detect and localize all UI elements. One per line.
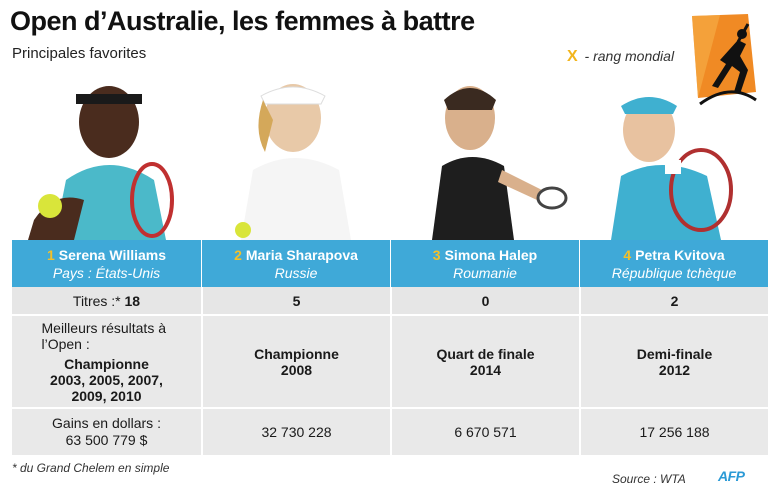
- row-divider: [12, 314, 768, 316]
- money-label: Gains en dollars :: [52, 415, 161, 431]
- player-header-4: 4 Petra Kvitova République tchèque: [579, 240, 768, 287]
- player-name: Petra Kvitova: [635, 246, 725, 263]
- rank-legend: X - rang mondial: [567, 48, 674, 66]
- footnote: * du Grand Chelem en simple: [12, 461, 170, 475]
- player-rank: 2: [234, 246, 242, 263]
- legend-symbol: X: [567, 48, 578, 65]
- player-country: République tchèque: [611, 264, 737, 281]
- player-photo-1: [28, 86, 174, 240]
- prize-money-cell-1: Gains en dollars : 63 500 779 $: [12, 409, 201, 455]
- best-result: Demi-finale: [636, 345, 713, 362]
- best-results-row: Meilleurs résultats à l’Open : Championn…: [12, 316, 768, 407]
- titles-value: 0: [390, 287, 579, 314]
- titles-label: Titres :*: [72, 292, 121, 309]
- titles-value: 2: [579, 287, 768, 314]
- best-result-cell-4: Demi-finale 2012: [579, 316, 768, 407]
- prize-money-value: 63 500 779 $: [65, 432, 148, 448]
- player-header-1: 1 Serena Williams Pays : États-Unis: [12, 240, 201, 287]
- player-name: Simona Halep: [444, 246, 538, 263]
- best-result: Quart de finale: [436, 345, 535, 362]
- player-photo-2: [235, 84, 351, 240]
- player-rank: 4: [623, 246, 632, 263]
- australian-open-logo: [692, 14, 757, 106]
- best-years: 2014: [469, 361, 502, 378]
- best-result-cell-2: Championne 2008: [201, 316, 390, 407]
- best-years: 2012: [658, 361, 691, 378]
- titles-value: 18: [124, 292, 141, 309]
- best-result-cell-1: Meilleurs résultats à l’Open : Championn…: [12, 316, 201, 407]
- titles-row: Titres :* 18 5 0 2: [12, 287, 768, 314]
- best-label: Meilleurs résultats à l’Open :: [41, 319, 167, 352]
- player-photo-4: [611, 97, 733, 240]
- page-title: Open d’Australie, les femmes à battre: [10, 6, 475, 36]
- best-result: Championne: [254, 345, 339, 362]
- legend-text: - rang mondial: [580, 48, 675, 64]
- player-name: Maria Sharapova: [245, 246, 358, 263]
- player-photos: [12, 70, 768, 240]
- source-credit: Source : WTA: [612, 472, 686, 486]
- page-subtitle: Principales favorites: [12, 45, 147, 62]
- prize-money-value: 17 256 188: [579, 409, 768, 455]
- player-header-3: 3 Simona Halep Roumanie: [390, 240, 579, 287]
- row-divider: [12, 407, 768, 409]
- prize-money-value: 6 670 571: [390, 409, 579, 455]
- best-years: 2003, 2005, 2007, 2009, 2010: [50, 371, 163, 404]
- player-country: Pays : États-Unis: [52, 264, 161, 281]
- best-result-cell-3: Quart de finale 2014: [390, 316, 579, 407]
- best-result: Championne: [64, 355, 149, 372]
- player-header-2: 2 Maria Sharapova Russie: [201, 240, 390, 287]
- best-years: 2008: [280, 361, 313, 378]
- titles-cell-1: Titres :* 18: [12, 287, 201, 314]
- players-header-row: 1 Serena Williams Pays : États-Unis 2 Mari…: [12, 240, 768, 287]
- player-rank: 3: [432, 246, 441, 263]
- player-country: Roumanie: [453, 264, 517, 281]
- player-photo-3: [432, 86, 568, 240]
- player-country: Russie: [274, 264, 318, 281]
- player-rank: 1: [46, 246, 55, 263]
- afp-logo: AFP: [718, 468, 745, 484]
- prize-money-value: 32 730 228: [201, 409, 390, 455]
- player-name: Serena Williams: [58, 246, 167, 263]
- titles-value: 5: [201, 287, 390, 314]
- prize-money-row: Gains en dollars : 63 500 779 $ 32 730 2…: [12, 409, 768, 455]
